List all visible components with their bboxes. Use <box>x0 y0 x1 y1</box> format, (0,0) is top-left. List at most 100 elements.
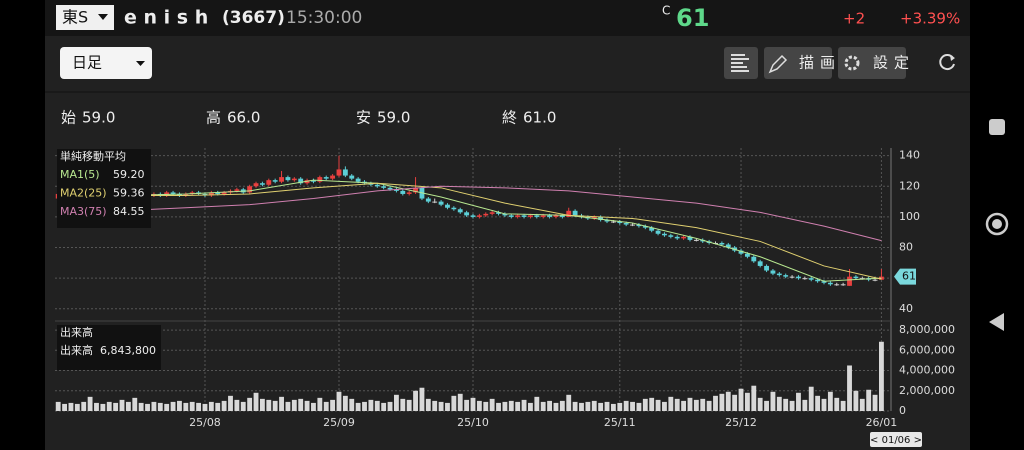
candle-body <box>757 261 763 266</box>
candle-body <box>253 183 259 187</box>
candle-body <box>770 270 776 274</box>
recent-button[interactable] <box>989 119 1005 135</box>
volume-bar <box>821 398 827 411</box>
date-tag <box>870 432 922 447</box>
volume-bar <box>566 394 572 411</box>
ma-legend-name: MA2(25) <box>60 187 107 200</box>
open-label: 始 <box>61 109 76 127</box>
candle-body <box>413 187 418 193</box>
candle-body <box>630 224 635 226</box>
candle-body <box>457 209 463 213</box>
draw-button[interactable] <box>764 47 832 79</box>
high-value: 66.0 <box>227 109 260 127</box>
candle-body <box>323 177 329 179</box>
x-tick-label: 25/08 <box>189 416 221 429</box>
volume-bar <box>802 399 808 411</box>
volume-bar <box>827 391 833 411</box>
candle-body <box>381 186 387 188</box>
volume-bar <box>630 401 635 411</box>
candle-body <box>540 215 546 217</box>
refresh-icon[interactable] <box>939 54 955 71</box>
volume-bar <box>489 398 495 411</box>
price-tag-label: 61 <box>902 270 916 283</box>
header-bar <box>45 0 970 36</box>
home-button[interactable] <box>985 212 1009 236</box>
candle-body <box>853 276 859 279</box>
candle-body <box>508 215 514 217</box>
volume-bar <box>62 403 67 411</box>
chart-type-icon <box>731 54 749 72</box>
volume-bar <box>145 403 150 411</box>
volume-bar <box>700 398 706 411</box>
candle-body <box>393 189 399 191</box>
volume-bar <box>508 400 514 411</box>
volume-bar <box>349 398 355 411</box>
candle-body <box>642 226 648 228</box>
settings-button[interactable] <box>838 47 906 79</box>
price-flag: C <box>662 4 670 18</box>
volume-bar <box>164 403 170 411</box>
volume-bar <box>291 399 297 411</box>
close-value: 61.0 <box>523 109 556 127</box>
volume-bar <box>355 402 361 411</box>
candle-body <box>298 178 304 184</box>
volume-bar <box>706 400 712 411</box>
volume-bar <box>623 400 629 411</box>
volume-bar <box>840 400 846 411</box>
candle-body <box>483 213 489 216</box>
candle-body <box>827 282 833 285</box>
candle-body <box>840 284 846 286</box>
stock-code: (3667) <box>222 8 285 28</box>
volume-bar <box>68 402 74 411</box>
volume-bar <box>687 397 693 411</box>
volume-bar <box>859 398 865 411</box>
candle-body <box>291 178 297 181</box>
period-select[interactable] <box>60 47 152 79</box>
dropdown-icon <box>136 61 145 66</box>
volume-legend-name: 出来高 <box>60 343 93 357</box>
candle-body <box>636 224 642 227</box>
x-tick-label: 25/09 <box>323 416 355 429</box>
ma-legend-title: 単純移動平均 <box>60 149 126 163</box>
candle-body <box>247 186 253 193</box>
volume-bar <box>266 399 272 411</box>
candle-body <box>553 215 559 217</box>
volume-bar <box>847 365 852 411</box>
back-button[interactable] <box>989 313 1004 331</box>
volume-bar <box>202 403 208 411</box>
candle-body <box>259 183 265 185</box>
candle-body <box>502 213 508 216</box>
volume-bar <box>872 394 878 411</box>
candle-body <box>751 256 757 262</box>
ma-line <box>58 179 882 282</box>
stock-name: e n i s h <box>124 7 208 29</box>
time: 15:30:00 <box>286 8 362 28</box>
volume-bar <box>425 398 431 411</box>
candle-body <box>438 201 444 205</box>
volume-bar <box>572 401 578 411</box>
volume-bar <box>559 400 565 411</box>
candle-body <box>464 212 470 216</box>
low-label: 安 <box>356 109 371 127</box>
volume-tick-label: 6,000,000 <box>899 343 955 356</box>
volume-bar <box>834 397 840 411</box>
candle-body <box>808 278 814 280</box>
volume-bar <box>553 402 559 411</box>
volume-bar <box>311 402 316 411</box>
volume-bar <box>796 392 801 411</box>
candle-body <box>649 227 655 231</box>
volume-bar <box>547 400 553 411</box>
volume-bar <box>272 400 278 411</box>
volume-bar <box>432 400 438 411</box>
volume-bar <box>693 399 699 411</box>
candle-body <box>598 216 604 220</box>
chart: 40608010012014002,000,0004,000,0006,000,… <box>55 148 955 447</box>
candle-body <box>215 192 221 194</box>
volume-legend-box <box>57 325 161 370</box>
candle-body <box>566 210 572 217</box>
volume-bar <box>662 401 667 411</box>
x-tick-label: 26/01 <box>866 416 898 429</box>
candle-body <box>610 221 616 223</box>
volume-bar <box>81 401 87 411</box>
